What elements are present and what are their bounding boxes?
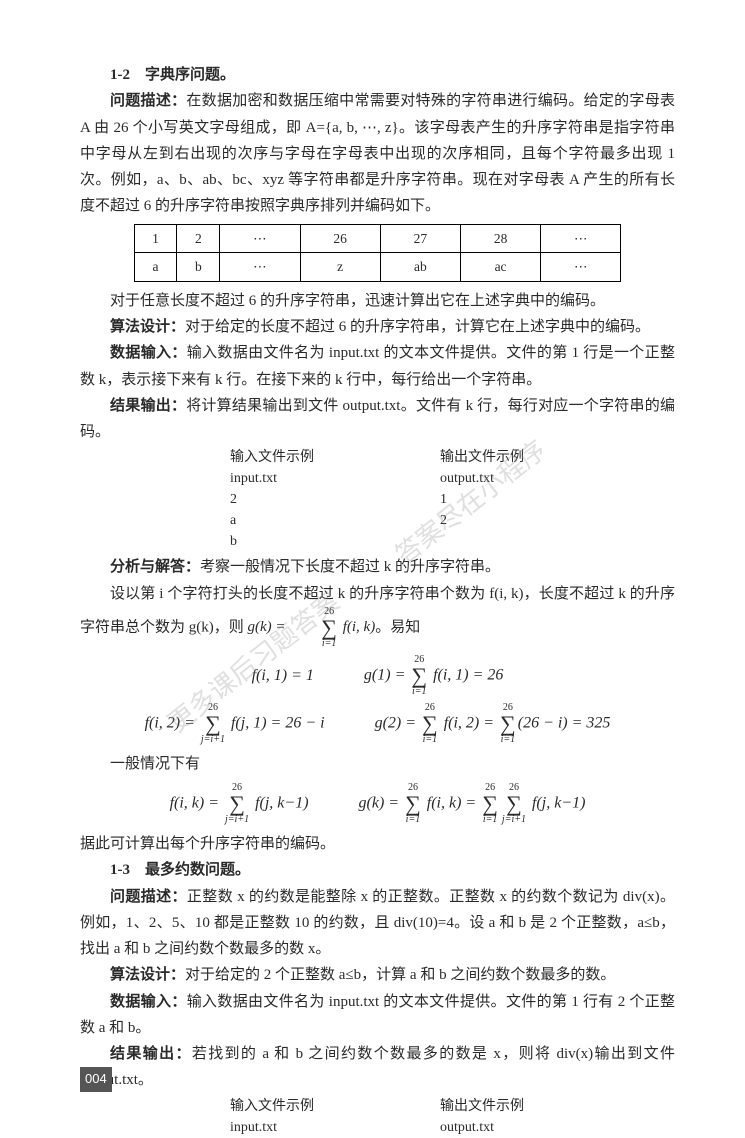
page-number: 004 — [80, 1067, 112, 1092]
ana-easy: 。易知 — [375, 619, 420, 635]
general-case: 一般情况下有 — [80, 751, 675, 777]
table-cell: b — [177, 253, 220, 282]
ex-out-line: 1 — [440, 489, 524, 510]
ex-in-file: input.txt — [230, 1117, 440, 1138]
ex-out-title: 输出文件示例 — [440, 447, 524, 468]
input-example: 输入文件示例 input.txt — [230, 1096, 440, 1138]
ex-out-line: 2 — [440, 510, 524, 531]
input-label: 数据输入： — [110, 345, 187, 361]
ex-out-file: output.txt — [440, 468, 524, 489]
data-input-13: 数据输入：输入数据由文件名为 input.txt 的文本文件提供。文件的第 1 … — [80, 989, 675, 1042]
table-cell: ac — [460, 253, 540, 282]
ex-in-title: 输入文件示例 — [230, 447, 440, 468]
desc-text: 在数据加密和数据压缩中常需要对特殊的字符串进行编码。给定的字母表 A 由 26 … — [80, 93, 675, 214]
encoding-table: 1 2 ⋯ 26 27 28 ⋯ a b ⋯ z ab ac ⋯ — [134, 224, 622, 282]
table-cell: ⋯ — [541, 224, 621, 253]
table-cell: 26 — [300, 224, 380, 253]
desc-label: 问题描述： — [110, 93, 186, 109]
ana-label: 分析与解答： — [110, 559, 200, 575]
table-cell: ⋯ — [220, 224, 300, 253]
equation-row-2: f(i, 2) = 26∑j=i+1 f(j, 1) = 26 − i g(2)… — [80, 703, 675, 745]
ex-in-line: b — [230, 531, 440, 552]
analysis: 分析与解答：考察一般情况下长度不超过 k 的升序字符串。 — [80, 554, 675, 580]
table-row: 1 2 ⋯ 26 27 28 ⋯ — [134, 224, 621, 253]
input-example: 输入文件示例 input.txt 2 a b — [230, 447, 440, 552]
table-row: a b ⋯ z ab ac ⋯ — [134, 253, 621, 282]
table-cell: 27 — [380, 224, 460, 253]
section-heading-1-2: 1-2 字典序问题。 — [80, 62, 675, 88]
result-output-13: 结果输出：若找到的 a 和 b 之间约数个数最多的数是 x，则将 div(x)输… — [80, 1041, 675, 1094]
heading-text: 1-2 字典序问题。 — [110, 67, 235, 83]
table-cell: a — [134, 253, 177, 282]
output-label: 结果输出： — [110, 398, 186, 414]
algorithm-design: 算法设计：对于给定的长度不超过 6 的升序字符串，计算它在上述字典中的编码。 — [80, 314, 675, 340]
after-table-text: 对于任意长度不超过 6 的升序字符串，迅速计算出它在上述字典中的编码。 — [80, 288, 675, 314]
algorithm-design-13: 算法设计：对于给定的 2 个正整数 a≤b，计算 a 和 b 之间约数个数最多的… — [80, 962, 675, 988]
output-example: 输出文件示例 output.txt 1 2 — [440, 447, 524, 552]
eq1a: f(i, 1) = 1 — [252, 662, 314, 690]
eq3b: g(k) = 26∑i=1 f(i, k) = 26∑i=126∑j=i+1 f… — [359, 783, 586, 825]
equation-row-3: f(i, k) = 26∑j=i+1 f(j, k−1) g(k) = 26∑i… — [80, 783, 675, 825]
conclusion: 据此可计算出每个升序字符串的编码。 — [80, 831, 675, 857]
output-label: 结果输出： — [110, 1046, 192, 1062]
ex-in-file: input.txt — [230, 468, 440, 489]
eq2a: f(i, 2) = 26∑j=i+1 f(j, 1) = 26 − i — [145, 703, 325, 745]
output-example: 输出文件示例 output.txt — [440, 1096, 524, 1138]
table-cell: z — [300, 253, 380, 282]
example-block: 输入文件示例 input.txt 2 a b 输出文件示例 output.txt… — [80, 447, 675, 552]
problem-description: 问题描述：在数据加密和数据压缩中常需要对特殊的字符串进行编码。给定的字母表 A … — [80, 88, 675, 219]
ex-in-line: a — [230, 510, 440, 531]
section-heading-1-3: 1-3 最多约数问题。 — [80, 857, 675, 883]
desc-label: 问题描述： — [110, 889, 187, 905]
data-input: 数据输入：输入数据由文件名为 input.txt 的文本文件提供。文件的第 1 … — [80, 340, 675, 393]
table-cell: 1 — [134, 224, 177, 253]
eq1b: g(1) = 26∑i=1 f(i, 1) = 26 — [364, 655, 503, 697]
math-gk: g(k) = 26∑i=1 f(i, k) — [248, 619, 376, 635]
ex-out-title: 输出文件示例 — [440, 1096, 524, 1117]
table-cell: 2 — [177, 224, 220, 253]
ex-out-file: output.txt — [440, 1117, 524, 1138]
algo-text: 对于给定的 2 个正整数 a≤b，计算 a 和 b 之间约数个数最多的数。 — [185, 967, 615, 983]
equation-row-1: f(i, 1) = 1 g(1) = 26∑i=1 f(i, 1) = 26 — [80, 655, 675, 697]
eq3a: f(i, k) = 26∑j=i+1 f(j, k−1) — [170, 783, 309, 825]
table-cell: ⋯ — [541, 253, 621, 282]
table-cell: 28 — [460, 224, 540, 253]
example-block-13: 输入文件示例 input.txt 输出文件示例 output.txt — [80, 1096, 675, 1138]
problem-description-13: 问题描述：正整数 x 的约数是能整除 x 的正整数。正整数 x 的约数个数记为 … — [80, 884, 675, 963]
input-label: 数据输入： — [110, 994, 187, 1010]
eq2b: g(2) = 26∑i=1 f(i, 2) = 26∑i=1(26 − i) =… — [375, 703, 611, 745]
ex-in-title: 输入文件示例 — [230, 1096, 440, 1117]
analysis-p2: 设以第 i 个字符打头的长度不超过 k 的升序字符串个数为 f(i, k)，长度… — [80, 581, 675, 649]
result-output: 结果输出：将计算结果输出到文件 output.txt。文件有 k 行，每行对应一… — [80, 393, 675, 446]
ana-text: 考察一般情况下长度不超过 k 的升序字符串。 — [200, 559, 500, 575]
heading-text: 1-3 最多约数问题。 — [110, 862, 250, 878]
algo-label: 算法设计： — [110, 967, 185, 983]
algo-text: 对于给定的长度不超过 6 的升序字符串，计算它在上述字典中的编码。 — [185, 319, 650, 335]
table-cell: ⋯ — [220, 253, 300, 282]
table-cell: ab — [380, 253, 460, 282]
algo-label: 算法设计： — [110, 319, 185, 335]
ex-in-line: 2 — [230, 489, 440, 510]
